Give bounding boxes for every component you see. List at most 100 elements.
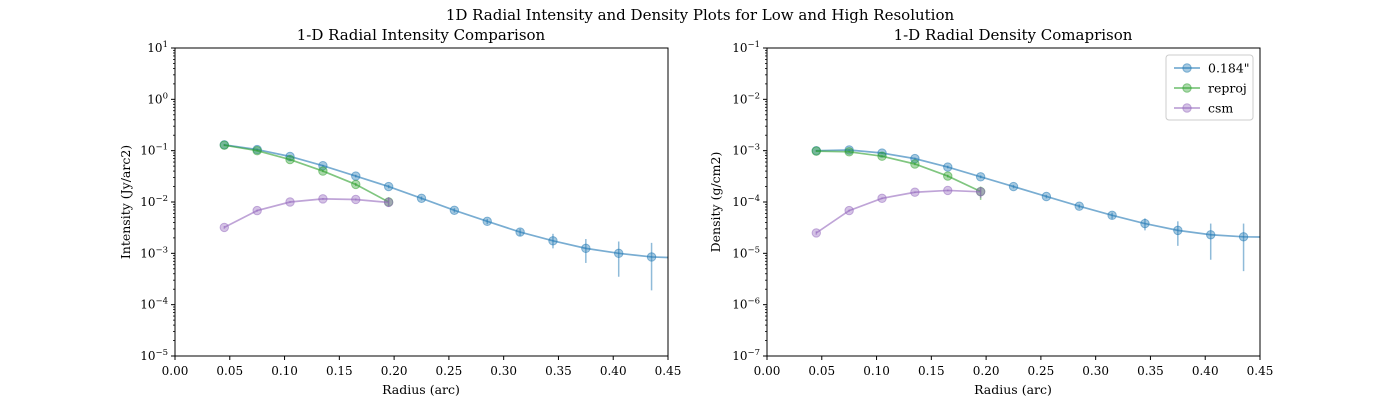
intensity-xtick-label: 0.45 [655, 364, 682, 378]
intensity-panel: 1-D Radial Intensity Comparison 0.00 0.05… [118, 26, 681, 397]
density-ytick-label: 10−1 [732, 40, 760, 55]
density-data-point [1206, 230, 1216, 240]
density-data-point [1008, 181, 1019, 192]
intensity-series-csm [219, 194, 394, 233]
density-legend-label: reproj [1208, 81, 1247, 96]
intensity-ytick-label: 10−4 [140, 297, 168, 312]
intensity-data-point [416, 193, 427, 204]
density-data-point [877, 193, 887, 204]
intensity-ytick-label: 10−2 [140, 194, 168, 209]
intensity-ylabel: Intensity (Jy/arc2) [118, 145, 133, 259]
intensity-series-line [224, 144, 390, 203]
intensity-data-point [614, 248, 624, 259]
density-data-point [910, 159, 920, 169]
density-series-0-184 [811, 145, 1260, 272]
intensity-series-line [223, 198, 389, 229]
density-data-point [877, 151, 887, 161]
density-data-point [943, 185, 953, 196]
density-xlabel: Radius (arc) [974, 382, 1052, 397]
intensity-panel-title: 1-D Radial Intensity Comparison [297, 26, 546, 44]
intensity-series-layer [219, 140, 668, 291]
intensity-data-point [646, 252, 657, 262]
density-xtick-label: 0.35 [1137, 364, 1164, 378]
density-data-point [1140, 218, 1150, 229]
intensity-ytick-label: 101 [147, 40, 168, 55]
density-plot-area: 0.00 0.05 0.10 0.15 0.20 0.25 0.30 0.35 0.40 0.45… [732, 40, 1273, 378]
intensity-xtick-label: 0.10 [271, 364, 298, 378]
density-ytick-label: 10−5 [732, 245, 760, 260]
density-ytick-label: 10−7 [732, 348, 760, 363]
intensity-data-point [515, 227, 525, 237]
density-panel-title: 1-D Radial Density Comaprison [894, 26, 1133, 44]
intensity-data-point [351, 171, 361, 181]
intensity-data-point [219, 222, 230, 233]
density-data-point [910, 187, 920, 197]
intensity-data-point [252, 205, 262, 216]
density-legend: 0.184" reproj csm [1165, 54, 1254, 121]
density-data-point [811, 228, 821, 238]
density-data-point [1107, 210, 1117, 221]
density-data-point [975, 172, 986, 182]
density-ytick-label: 10−3 [732, 143, 760, 158]
density-panel: 1-D Radial Density Comaprison 0.00 0.05 0.… [708, 26, 1273, 397]
intensity-data-point [581, 243, 591, 254]
density-xtick-label: 0.15 [918, 364, 945, 378]
density-xtick-label: 0.10 [863, 364, 890, 378]
density-ylabel: Density (g/cm2) [708, 152, 723, 253]
intensity-xtick-label: 0.35 [545, 364, 572, 378]
intensity-data-point [252, 145, 262, 156]
density-legend-marker [1182, 83, 1192, 93]
intensity-plot-area: 0.00 0.05 0.10 0.15 0.20 0.25 0.30 0.35 0.40 0.45… [140, 40, 681, 378]
intensity-data-point [449, 205, 460, 215]
intensity-data-point [285, 197, 295, 207]
intensity-data-point [318, 166, 328, 176]
intensity-data-point [351, 179, 361, 190]
density-data-point [943, 171, 953, 181]
intensity-xtick-label: 0.30 [490, 364, 517, 378]
intensity-series-line [224, 143, 668, 259]
density-xtick-label: 0.05 [808, 364, 835, 378]
intensity-ytick-label: 10−1 [140, 143, 168, 158]
intensity-data-point [351, 194, 361, 205]
density-data-point [844, 147, 854, 157]
density-data-point [1074, 201, 1084, 211]
intensity-xtick-label: 0.25 [436, 364, 463, 378]
density-xtick-label: 0.20 [973, 364, 1000, 378]
density-series-line [816, 149, 1260, 238]
density-ytick-label: 10−2 [732, 91, 760, 106]
intensity-data-point [482, 216, 492, 227]
intensity-data-point [285, 154, 295, 165]
intensity-ytick-label: 100 [147, 91, 168, 106]
density-xtick-label: 0.45 [1247, 364, 1274, 378]
density-xtick-label: 0.40 [1192, 364, 1219, 378]
density-data-point [1173, 225, 1183, 236]
density-xtick-label: 0.00 [754, 364, 781, 378]
density-series-layer [811, 145, 1260, 272]
intensity-data-point [383, 181, 394, 192]
intensity-data-point [219, 140, 230, 150]
density-legend-marker [1182, 103, 1192, 113]
density-legend-marker [1182, 63, 1192, 73]
density-xtick-label: 0.30 [1082, 364, 1109, 378]
figure-suptitle: 1D Radial Intensity and Density Plots fo… [446, 6, 955, 24]
intensity-ytick-label: 10−5 [140, 348, 168, 363]
intensity-xtick-label: 0.20 [381, 364, 408, 378]
density-data-point [943, 162, 953, 172]
intensity-xtick-label: 0.40 [600, 364, 627, 378]
intensity-ytick-label: 10−3 [140, 245, 168, 260]
density-legend-label: 0.184" [1208, 61, 1250, 76]
intensity-series-0-184 [219, 140, 668, 291]
intensity-data-point [318, 194, 328, 204]
density-ytick-label: 10−6 [732, 297, 760, 312]
density-data-point [844, 205, 854, 216]
density-data-point [811, 146, 821, 156]
density-series-line [816, 150, 981, 193]
intensity-xlabel: Radius (arc) [382, 382, 460, 397]
intensity-series-reproj [219, 140, 394, 207]
density-data-point [1238, 232, 1249, 242]
intensity-xtick-label: 0.15 [326, 364, 353, 378]
intensity-xtick-label: 0.05 [216, 364, 243, 378]
density-data-point [1041, 191, 1052, 202]
intensity-xtick-label: 0.00 [162, 364, 189, 378]
